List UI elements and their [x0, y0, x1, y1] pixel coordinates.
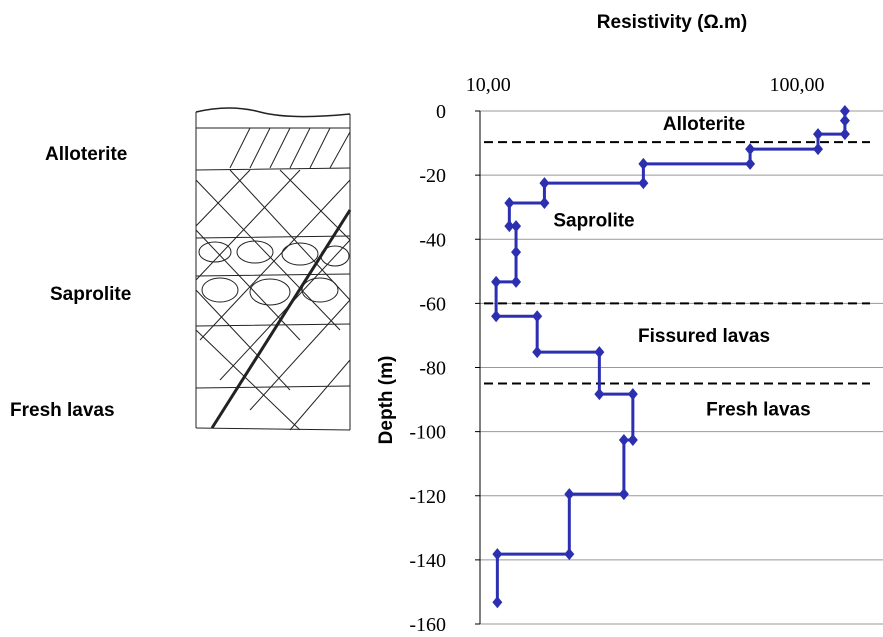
data-point: [532, 346, 543, 359]
annotation: Alloterite: [663, 114, 745, 135]
data-point: [564, 548, 575, 561]
annotation: Fresh lavas: [706, 400, 811, 421]
chart-title: Resistivity (Ω.m): [597, 12, 747, 33]
data-point: [504, 220, 515, 233]
data-point: [638, 177, 649, 190]
data-point: [539, 177, 550, 190]
profile-label: Saprolite: [50, 284, 131, 305]
data-point: [594, 346, 605, 359]
y-tick-label: -20: [419, 165, 446, 187]
x-tick-label: 10,00: [466, 74, 511, 96]
data-point: [813, 128, 824, 141]
data-point: [745, 143, 756, 156]
y-tick-label: 0: [436, 101, 446, 123]
data-point: [618, 433, 629, 446]
profile-sketch: [195, 107, 352, 431]
data-line: [494, 111, 847, 603]
x-tick-label: 100,00: [769, 74, 824, 96]
data-point: [618, 488, 629, 501]
data-point: [511, 275, 522, 288]
y-tick-label: -160: [409, 614, 446, 636]
data-point: [627, 388, 638, 401]
y-tick-label: -140: [409, 550, 446, 572]
data-point: [511, 220, 522, 233]
y-tick-label: -120: [409, 486, 446, 508]
data-point: [511, 246, 522, 259]
y-tick-label: -100: [409, 422, 446, 444]
data-point: [491, 310, 502, 323]
annotation: Saprolite: [553, 210, 634, 231]
data-point: [539, 197, 550, 210]
profile-label: Alloterite: [45, 144, 127, 165]
data-point: [839, 128, 850, 141]
data-point: [745, 157, 756, 170]
data-point: [638, 157, 649, 170]
profile-label: Fresh lavas: [10, 400, 115, 421]
y-tick-label: -40: [419, 229, 446, 251]
data-point: [532, 310, 543, 323]
data-point: [839, 105, 850, 117]
data-point: [492, 596, 503, 609]
data-point: [627, 433, 638, 446]
y-tick-label: -80: [419, 358, 446, 380]
data-point: [564, 488, 575, 501]
annotation: Fissured lavas: [638, 326, 770, 347]
data-point: [813, 143, 824, 156]
y-tick-label: -60: [419, 293, 446, 315]
data-point: [839, 114, 850, 127]
data-point: [491, 275, 502, 288]
data-point: [504, 197, 515, 210]
data-point: [492, 548, 503, 561]
y-axis-label: Depth (m): [376, 356, 397, 445]
data-point: [594, 388, 605, 401]
